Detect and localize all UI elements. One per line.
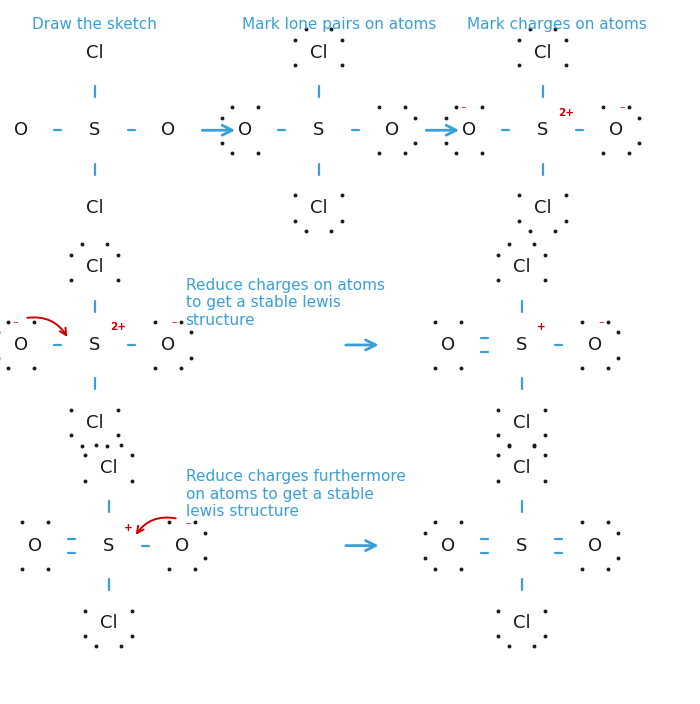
Text: O: O (588, 336, 602, 354)
Text: Reduce charges on atoms: Reduce charges on atoms (186, 277, 384, 293)
Text: Cl: Cl (85, 413, 104, 432)
Text: Cl: Cl (533, 199, 552, 217)
Text: O: O (161, 121, 175, 139)
Text: lewis structure: lewis structure (186, 504, 298, 520)
Text: S: S (516, 536, 527, 555)
Text: O: O (462, 121, 476, 139)
Text: S: S (89, 121, 100, 139)
Text: O: O (385, 121, 399, 139)
Text: to get a stable lewis: to get a stable lewis (186, 295, 340, 310)
Text: O: O (441, 336, 455, 354)
Text: +: + (537, 322, 546, 332)
Text: Cl: Cl (512, 413, 531, 432)
Text: O: O (441, 536, 455, 555)
Text: on atoms to get a stable: on atoms to get a stable (186, 486, 373, 502)
Text: S: S (516, 336, 527, 354)
Text: Cl: Cl (309, 44, 328, 62)
Text: S: S (313, 121, 324, 139)
Text: Cl: Cl (309, 199, 328, 217)
Text: O: O (238, 121, 252, 139)
Text: Draw the sketch: Draw the sketch (32, 17, 157, 32)
Text: +: + (124, 523, 132, 533)
Text: 2+: 2+ (110, 322, 126, 332)
Text: Cl: Cl (85, 258, 104, 277)
Text: Cl: Cl (99, 614, 118, 632)
Text: S: S (537, 121, 548, 139)
Text: ⁻: ⁻ (185, 521, 190, 531)
Text: O: O (14, 336, 28, 354)
Text: ⁻: ⁻ (619, 106, 624, 115)
Text: Mark lone pairs on atoms: Mark lone pairs on atoms (242, 17, 437, 32)
Text: structure: structure (186, 313, 255, 328)
Text: Cl: Cl (533, 44, 552, 62)
Text: O: O (161, 336, 175, 354)
Text: Cl: Cl (85, 199, 104, 217)
Text: Mark charges on atoms: Mark charges on atoms (467, 17, 646, 32)
Text: Cl: Cl (99, 459, 118, 477)
Text: ⁻: ⁻ (171, 320, 176, 330)
Text: S: S (103, 536, 114, 555)
Text: 2+: 2+ (558, 108, 574, 118)
Text: O: O (28, 536, 42, 555)
Text: O: O (588, 536, 602, 555)
Text: S: S (89, 336, 100, 354)
Text: O: O (609, 121, 623, 139)
Text: Cl: Cl (512, 258, 531, 277)
Text: Cl: Cl (512, 614, 531, 632)
Text: Reduce charges furthermore: Reduce charges furthermore (186, 469, 405, 484)
Text: ⁻: ⁻ (598, 320, 603, 330)
Text: Cl: Cl (85, 44, 104, 62)
Text: O: O (14, 121, 28, 139)
Text: Cl: Cl (512, 459, 531, 477)
Text: ⁻: ⁻ (13, 320, 18, 330)
Text: O: O (175, 536, 189, 555)
Text: ⁻: ⁻ (461, 106, 466, 115)
